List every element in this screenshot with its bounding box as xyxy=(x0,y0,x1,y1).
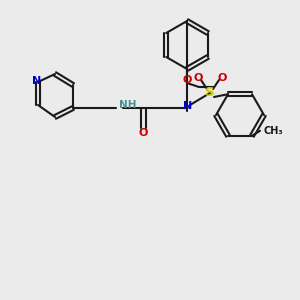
Text: O: O xyxy=(217,73,227,83)
Text: O: O xyxy=(193,73,203,83)
Text: N: N xyxy=(32,76,42,86)
Text: N: N xyxy=(183,101,193,111)
Text: O: O xyxy=(138,128,148,138)
Text: CH₃: CH₃ xyxy=(264,126,284,136)
Text: S: S xyxy=(205,86,215,100)
Text: NH: NH xyxy=(119,100,136,110)
Text: O: O xyxy=(182,75,192,85)
